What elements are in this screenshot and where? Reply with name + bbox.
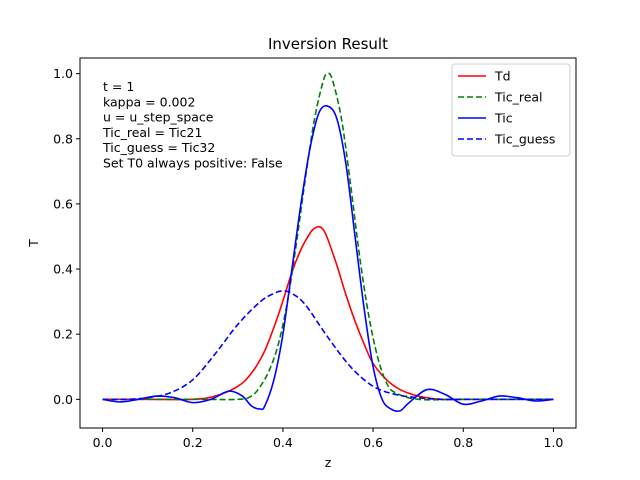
annotation-line: Tic_real = Tic21	[102, 125, 202, 140]
y-tick-label: 1.0	[53, 66, 73, 81]
annotation-line: kappa = 0.002	[103, 94, 195, 109]
x-axis-label: z	[325, 455, 332, 470]
axes-frame	[79, 57, 577, 429]
legend-label-tic-real: Tic_real	[494, 90, 543, 105]
annotation-line: Tic_guess = Tic32	[102, 140, 215, 155]
annotation-line: Set T0 always positive: False	[103, 156, 283, 171]
legend-label-td: Td	[494, 69, 511, 84]
legend-frame	[451, 63, 571, 157]
y-tick-label: 0.4	[53, 262, 73, 277]
legend-label-tic-guess: Tic_guess	[494, 132, 555, 147]
plot-area	[79, 57, 577, 429]
series-line-tic-real	[102, 72, 554, 401]
legend-items: Td Tic_real Tic Tic_guess	[458, 69, 555, 147]
series-line-td	[102, 225, 554, 401]
x-axis: 0.0 0.2 0.4 0.6 0.8 1.0	[93, 428, 564, 450]
x-tick-label: 0.2	[183, 435, 203, 450]
series-layer	[102, 72, 554, 413]
chart-title: Inversion Result	[268, 35, 388, 53]
y-tick-label: 0.2	[53, 327, 73, 342]
series-line-tic-guess	[102, 290, 554, 401]
y-axis: 0.0 0.2 0.4 0.6 0.8 1.0	[53, 66, 80, 407]
x-tick-label: 0.4	[273, 435, 293, 450]
x-tick-label: 0.8	[453, 435, 473, 450]
series-line-tic	[102, 104, 554, 413]
y-tick-label: 0.6	[53, 196, 73, 211]
x-tick-label: 1.0	[544, 435, 564, 450]
legend-label-tic: Tic	[494, 111, 513, 126]
y-tick-label: 0.8	[53, 131, 73, 146]
y-axis-label: T	[26, 239, 41, 248]
x-tick-label: 0.0	[93, 435, 113, 450]
x-tick-label: 0.6	[363, 435, 383, 450]
y-tick-label: 0.0	[53, 392, 73, 407]
legend: Td Tic_real Tic Tic_guess	[451, 63, 571, 157]
annotation-line: u = u_step_space	[103, 110, 214, 125]
annotation-line: t = 1	[103, 79, 134, 94]
